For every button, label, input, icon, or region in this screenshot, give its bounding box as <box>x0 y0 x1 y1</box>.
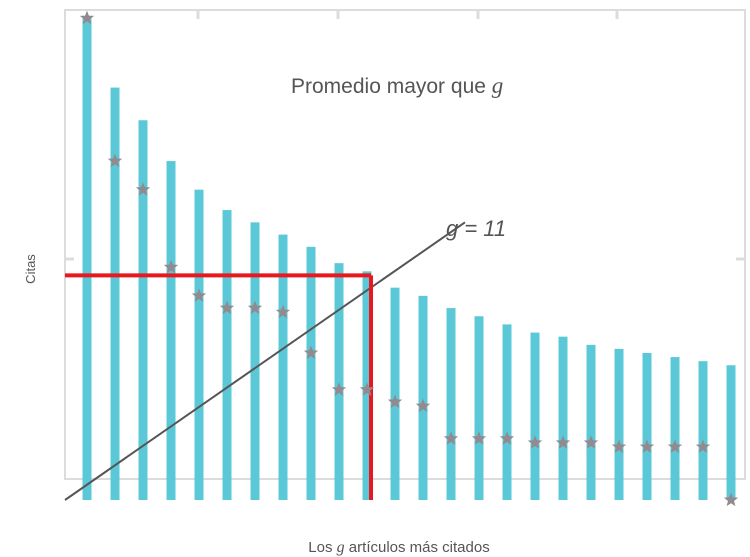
bar <box>278 234 288 501</box>
star-marker <box>275 304 291 319</box>
annotation-g-line: g = 11 <box>446 216 506 241</box>
star-marker <box>527 435 543 449</box>
star-marker <box>303 345 319 360</box>
bar <box>250 222 260 501</box>
bar <box>530 332 540 500</box>
star-marker <box>387 394 403 409</box>
annotation-average: Promedio mayor que g <box>291 73 503 98</box>
bar <box>642 353 652 500</box>
bar <box>614 348 624 500</box>
star-marker <box>471 431 487 445</box>
bar <box>502 324 512 500</box>
star-marker <box>667 439 683 453</box>
bar <box>222 210 232 501</box>
bar <box>82 18 92 501</box>
star-marker <box>583 435 599 449</box>
x-axis-label: Los g artículos más citados <box>308 539 489 556</box>
bar <box>586 344 596 500</box>
star-marker <box>639 439 655 453</box>
star-marker <box>555 435 571 449</box>
bar <box>138 120 148 500</box>
star-marker <box>135 182 151 196</box>
bar <box>726 365 736 500</box>
reference-line <box>64 221 466 501</box>
bar <box>194 189 204 500</box>
star-marker <box>191 288 207 302</box>
star-marker <box>443 431 459 445</box>
bar <box>698 361 708 500</box>
bar <box>670 357 680 500</box>
bar <box>166 161 176 501</box>
bars-group <box>82 18 736 501</box>
star-marker <box>163 259 179 274</box>
frame-ticks <box>65 10 745 261</box>
star-marker <box>219 300 235 315</box>
star-marker <box>499 431 515 445</box>
star-marker <box>107 153 123 168</box>
bar <box>474 316 484 500</box>
plot-frame <box>64 9 746 480</box>
star-marker <box>359 382 375 396</box>
star-marker <box>247 300 263 315</box>
bar <box>306 246 316 500</box>
bar <box>558 336 568 500</box>
bar <box>446 308 456 500</box>
star-marker <box>723 492 739 507</box>
bar <box>110 87 120 500</box>
bar <box>334 263 344 500</box>
stars-group <box>79 10 739 507</box>
bar <box>390 287 400 500</box>
star-marker <box>415 398 431 413</box>
star-marker <box>695 439 711 453</box>
star-marker <box>79 10 95 25</box>
star-marker <box>611 439 627 453</box>
reference-line-group <box>64 221 466 501</box>
star-marker <box>331 382 347 396</box>
bar <box>418 295 428 500</box>
y-axis-label: Citas <box>23 254 38 284</box>
